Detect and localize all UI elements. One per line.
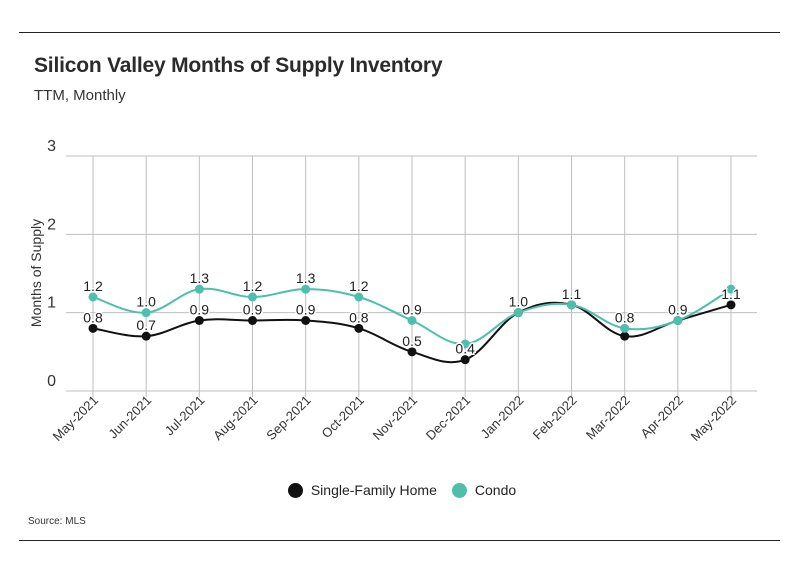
condo-point — [460, 339, 470, 349]
condo-data-label: 0.9 — [402, 302, 422, 318]
single-family-data-label: 0.9 — [243, 302, 263, 318]
condo-data-label: 0.9 — [668, 302, 688, 318]
single-family-point — [248, 316, 257, 325]
legend-item-condo[interactable]: Condo — [451, 482, 517, 498]
single-family-data-label: 1.1 — [721, 286, 741, 302]
single-family-data-label: 0.8 — [349, 309, 369, 325]
x-tick-label: Dec-2021 — [423, 393, 473, 443]
x-tick-label: May-2022 — [688, 393, 739, 444]
condo-dot-icon — [451, 482, 467, 498]
single-family-data-label: 0.8 — [83, 309, 103, 325]
condo-data-label: 1.2 — [349, 278, 369, 294]
single-family-point — [194, 316, 204, 325]
condo-point — [407, 316, 417, 325]
condo-data-label: 0.8 — [615, 309, 635, 325]
condo-point — [726, 284, 736, 294]
single-family-point — [141, 331, 151, 341]
legend: Single-Family Home Condo — [0, 482, 799, 498]
condo-point — [673, 316, 683, 325]
condo-data-label: 1.0 — [509, 294, 529, 310]
source-note: Source: MLS — [28, 516, 86, 527]
single-family-data-label: 0.7 — [136, 317, 156, 333]
chart-subtitle: TTM, Monthly — [34, 87, 126, 104]
single-family-data-label: 0.4 — [455, 341, 475, 357]
single-family-data-label: 0.9 — [296, 302, 316, 318]
y-tick-label: 0 — [47, 373, 56, 390]
condo-point — [354, 292, 364, 302]
x-tick-label: Mar-2022 — [583, 393, 633, 443]
condo-point — [301, 284, 311, 294]
legend-item-single-family[interactable]: Single-Family Home — [287, 482, 437, 498]
top-rule — [19, 32, 780, 33]
x-tick-label: Oct-2021 — [319, 393, 367, 441]
x-tick-label: Sep-2021 — [263, 393, 313, 443]
x-tick-label: Aug-2021 — [210, 393, 260, 443]
condo-point — [194, 284, 204, 294]
x-tick-label: Apr-2022 — [638, 393, 686, 441]
single-family-dot-icon — [287, 482, 303, 498]
condo-data-label: 1.1 — [562, 286, 582, 302]
condo-point — [620, 323, 630, 333]
condo-point — [248, 292, 257, 302]
y-tick-label: 3 — [47, 138, 56, 155]
single-family-point — [88, 323, 98, 333]
condo-data-label: 1.2 — [83, 278, 103, 294]
x-tick-label: Nov-2021 — [370, 393, 420, 443]
condo-data-label: 1.3 — [190, 270, 210, 286]
x-tick-label: May-2021 — [50, 393, 101, 444]
single-family-data-label: 0.5 — [402, 333, 422, 349]
single-family-data-label: 0.9 — [190, 302, 210, 318]
condo-point — [141, 308, 151, 318]
single-family-point — [620, 331, 630, 341]
single-family-point — [726, 300, 736, 310]
single-family-point — [354, 323, 364, 333]
x-tick-label: Feb-2022 — [530, 393, 580, 443]
legend-label-condo: Condo — [474, 482, 517, 498]
condo-data-label: 1.3 — [296, 270, 316, 286]
single-family-point — [407, 347, 417, 357]
bottom-rule — [19, 540, 780, 541]
condo-point — [513, 308, 523, 318]
y-tick-label: 1 — [47, 295, 56, 312]
y-axis-label: Months of Supply — [28, 219, 44, 327]
condo-data-label: 1.2 — [243, 278, 263, 294]
y-tick-label: 2 — [47, 216, 56, 233]
legend-label-single-family: Single-Family Home — [310, 482, 437, 498]
x-tick-label: Jun-2021 — [105, 393, 154, 442]
condo-point — [88, 292, 98, 302]
chart-title: Silicon Valley Months of Supply Inventor… — [34, 54, 443, 77]
condo-point — [567, 300, 576, 310]
x-tick-label: Jan-2022 — [478, 393, 527, 442]
single-family-point — [460, 355, 470, 365]
single-family-point — [301, 316, 311, 325]
x-tick-label: Jul-2021 — [162, 393, 208, 439]
condo-data-label: 1.0 — [136, 294, 156, 310]
